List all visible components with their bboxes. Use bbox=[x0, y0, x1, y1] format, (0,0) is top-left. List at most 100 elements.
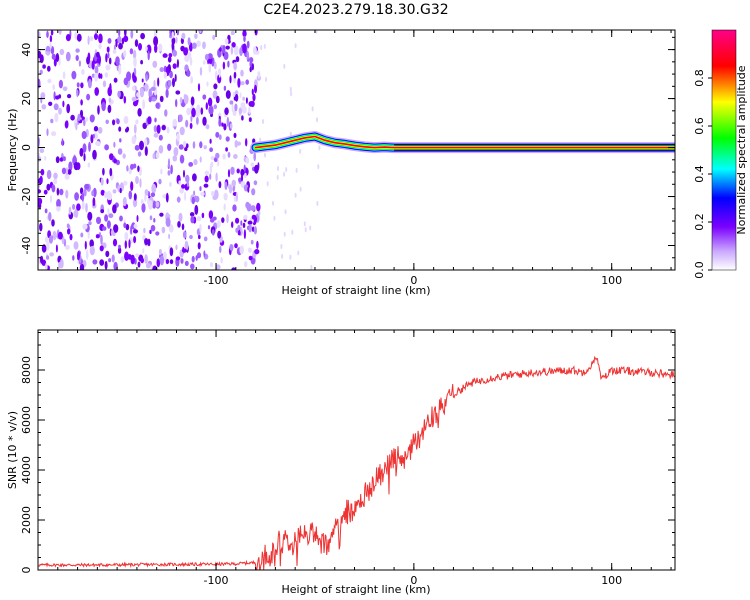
heatmap-noise-cell bbox=[158, 145, 164, 154]
heatmap-noise-cell bbox=[203, 183, 209, 188]
heatmap-noise-cell bbox=[158, 248, 162, 256]
heatmap-noise-cell bbox=[159, 95, 164, 103]
heatmap-noise-cell bbox=[231, 42, 236, 48]
heatmap-noise-cell bbox=[215, 131, 220, 138]
heatmap-noise-cell bbox=[242, 30, 247, 38]
heatmap-noise-cell bbox=[167, 170, 171, 176]
heatmap-noise-cell bbox=[150, 192, 156, 198]
heatmap-noise-cell bbox=[123, 77, 129, 86]
heatmap-noise-cell bbox=[107, 208, 110, 215]
heatmap-noise-cell bbox=[46, 128, 49, 136]
heatmap-noise-cell bbox=[41, 104, 47, 110]
heatmap-noise-cell bbox=[132, 198, 138, 208]
heatmap-noise-cell bbox=[104, 260, 108, 270]
heatmap-noise-cell bbox=[120, 256, 125, 263]
heatmap-noise-cell bbox=[109, 153, 114, 161]
heatmap-noise-cell bbox=[99, 73, 103, 79]
heatmap-noise-cell bbox=[176, 59, 179, 68]
heatmap-noise-cell bbox=[200, 107, 204, 115]
heatmap-noise-cell bbox=[46, 183, 51, 191]
heatmap-noise-cell bbox=[158, 43, 163, 52]
colorbar-tick-label: 0.8 bbox=[693, 69, 706, 87]
heatmap-noise-cell bbox=[82, 223, 88, 230]
heatmap-noise-cell bbox=[79, 109, 84, 118]
heatmap-noise-cell bbox=[92, 197, 96, 207]
heatmap-noise-cell bbox=[221, 217, 225, 224]
heatmap-noise-cell bbox=[318, 145, 321, 151]
heatmap-noise-cell bbox=[126, 165, 129, 172]
heatmap-noise-cell bbox=[59, 258, 64, 269]
heatmap-noise-cell bbox=[240, 81, 245, 86]
heatmap-noise-cell bbox=[213, 83, 218, 90]
heatmap-noise-cell bbox=[186, 181, 190, 187]
snr-series-line bbox=[38, 355, 675, 570]
heatmap-y-label: Frequency (Hz) bbox=[6, 109, 19, 192]
heatmap-noise-cell bbox=[48, 211, 52, 222]
heatmap-noise-cell bbox=[186, 107, 191, 116]
heatmap-noise-cell bbox=[106, 178, 109, 185]
heatmap-noise-cell bbox=[95, 141, 101, 146]
heatmap-noise-cell bbox=[54, 112, 59, 123]
heatmap-noise-cell bbox=[50, 46, 55, 55]
colorbar-tick-label: 0.0 bbox=[693, 261, 706, 279]
heatmap-noise-cell bbox=[132, 75, 137, 83]
heatmap-noise-cell bbox=[166, 126, 170, 134]
heatmap-noise-cell bbox=[208, 105, 214, 115]
heatmap-noise-cell bbox=[136, 92, 140, 98]
heatmap-noise-cell bbox=[108, 192, 113, 201]
heatmap-noise-cell bbox=[246, 40, 250, 49]
heatmap-noise-cell bbox=[55, 156, 60, 164]
heatmap-noise-cell bbox=[96, 51, 100, 58]
heatmap-noise-cell bbox=[118, 42, 123, 50]
heatmap-noise-cell bbox=[52, 84, 55, 91]
heatmap-noise-cell bbox=[101, 101, 106, 112]
heatmap-noise-cell bbox=[222, 61, 226, 70]
heatmap-noise-cell bbox=[65, 167, 69, 176]
heatmap-noise-cell bbox=[175, 256, 181, 261]
heatmap-noise-cell bbox=[195, 195, 200, 203]
heatmap-noise-cell bbox=[153, 218, 156, 223]
heatmap-noise-cell bbox=[212, 34, 216, 41]
heatmap-noise-cell bbox=[230, 46, 234, 55]
heatmap-noise-cell bbox=[153, 125, 158, 133]
heatmap-noise-cell bbox=[62, 156, 66, 162]
heatmap-noise-cell bbox=[225, 147, 229, 152]
heatmap-noise-cell bbox=[289, 131, 292, 137]
heatmap-noise-cell bbox=[86, 93, 91, 101]
heatmap-noise-cell bbox=[242, 43, 247, 54]
heatmap-noise-cell bbox=[144, 138, 148, 148]
heatmap-noise-cell bbox=[38, 31, 41, 38]
heatmap-noise-cell bbox=[155, 151, 160, 159]
heatmap-noise-cell bbox=[148, 96, 152, 103]
heatmap-noise-cell bbox=[216, 220, 221, 228]
heatmap-noise-cell bbox=[94, 87, 99, 96]
heatmap-noise-cell bbox=[79, 263, 85, 270]
heatmap-noise-cell bbox=[53, 91, 56, 101]
heatmap-noise-cell bbox=[194, 33, 198, 39]
heatmap-noise-cell bbox=[94, 33, 98, 40]
heatmap-noise-cell bbox=[102, 167, 105, 176]
heatmap-noise-cell bbox=[105, 250, 110, 258]
heatmap-noise-cell bbox=[176, 133, 180, 142]
snr-y-ticks: 0 2000 4000 6000 8000 bbox=[20, 332, 675, 574]
heatmap-noise-cell bbox=[210, 190, 215, 197]
heatmap-noise-cell bbox=[178, 144, 184, 150]
heatmap-noise-cell bbox=[149, 229, 152, 234]
heatmap-noise-cell bbox=[88, 141, 91, 152]
heatmap-noise-cell bbox=[72, 255, 75, 261]
heatmap-noise-cell bbox=[235, 217, 240, 224]
heatmap-noise-cell bbox=[203, 250, 206, 257]
heatmap-noise-cell bbox=[91, 190, 94, 197]
heatmap-noise-cell bbox=[50, 30, 54, 36]
heatmap-noise-cell bbox=[223, 85, 227, 91]
heatmap-noise-cell bbox=[144, 254, 148, 264]
heatmap-noise-cell bbox=[211, 229, 215, 236]
heatmap-noise-cell bbox=[195, 109, 200, 117]
heatmap-noise-cell bbox=[263, 43, 266, 49]
heatmap-noise-cell bbox=[39, 69, 43, 75]
heatmap-noise-cell bbox=[70, 114, 75, 121]
heatmap-noise-cell bbox=[231, 179, 236, 187]
heatmap-noise-cell bbox=[249, 66, 252, 73]
heatmap-noise-cell bbox=[107, 86, 112, 97]
heatmap-noise-cell bbox=[39, 148, 45, 153]
